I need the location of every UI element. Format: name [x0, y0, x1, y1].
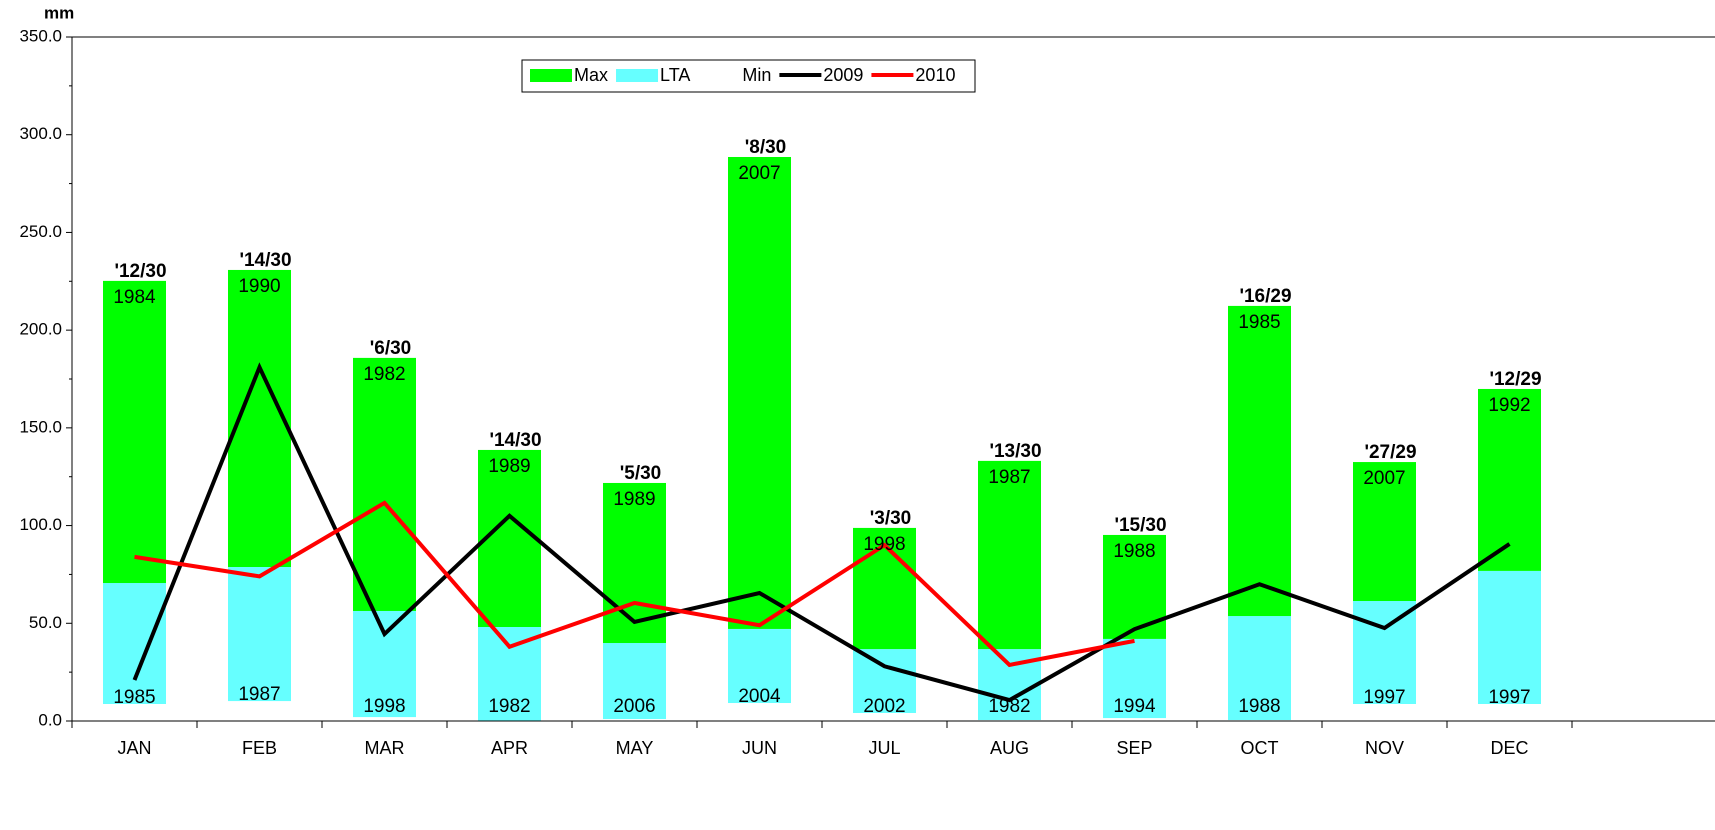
bar-lta [1228, 616, 1291, 721]
ratio-label: '3/30 [870, 508, 912, 529]
bar-lta [478, 626, 541, 721]
min-year-label: 1994 [1113, 696, 1156, 717]
bar-lta [353, 610, 416, 718]
bar-max [353, 357, 416, 611]
legend-label: 2010 [915, 65, 955, 85]
max-year-label: 1987 [988, 467, 1030, 488]
bar-max [478, 449, 541, 627]
legend-label: 2009 [823, 65, 863, 85]
min-year-label: 1988 [1238, 696, 1280, 717]
bar-max [103, 280, 166, 584]
bar-lta [1353, 601, 1416, 704]
y-tick-label: 0.0 [38, 710, 62, 729]
y-tick-label: 150.0 [19, 417, 62, 436]
ratio-label: '14/30 [239, 250, 291, 271]
min-year-label: 1997 [1488, 687, 1530, 708]
min-year-label: 1998 [363, 696, 405, 717]
max-year-label: 1984 [113, 287, 156, 308]
ratio-label: '12/30 [114, 261, 166, 282]
bar-min [603, 719, 666, 721]
max-year-label: 1985 [1238, 312, 1280, 333]
max-year-label: 1988 [1113, 541, 1155, 562]
ratio-label: '8/30 [745, 137, 787, 158]
bar-max [853, 527, 916, 650]
bar-max [978, 460, 1041, 650]
max-year-label: 1990 [238, 276, 280, 297]
bar-lta [728, 628, 791, 704]
bar-min [1103, 718, 1166, 721]
line-series [132, 362, 1511, 703]
legend-label: Max [574, 65, 608, 85]
bar-max [728, 156, 791, 629]
x-tick-label: SEP [1116, 738, 1152, 758]
bar-min [228, 701, 291, 721]
bar-min [103, 703, 166, 721]
y-tick-label: 50.0 [29, 613, 62, 632]
legend-label: LTA [660, 65, 690, 85]
y-tick-label: 300.0 [19, 124, 62, 143]
x-tick-label: NOV [1365, 738, 1404, 758]
bar-min [853, 712, 916, 721]
legend-swatch [616, 69, 659, 82]
min-year-label: 2006 [613, 696, 655, 717]
x-tick-label: OCT [1241, 738, 1279, 758]
x-tick-label: MAY [616, 738, 654, 758]
ratio-label: '12/29 [1489, 369, 1541, 390]
min-year-label: 1982 [488, 696, 530, 717]
ratio-label: '14/30 [489, 430, 541, 451]
bar-max [1228, 305, 1291, 617]
bar-lta [853, 649, 916, 713]
bar-max [1353, 462, 1416, 602]
min-year-label: 1982 [988, 696, 1030, 717]
x-tick-label: APR [491, 738, 528, 758]
x-tick-label: DEC [1490, 738, 1528, 758]
max-year-label: 1998 [863, 534, 905, 555]
bar-lta [103, 583, 166, 704]
min-year-label: 2004 [738, 686, 781, 707]
bar-max [1478, 388, 1541, 571]
bar-lta [1478, 570, 1541, 704]
max-year-label: 1982 [363, 364, 405, 385]
x-tick-label: JUL [868, 738, 900, 758]
min-year-label: 1987 [238, 684, 280, 705]
y-tick-label: 200.0 [19, 320, 62, 339]
x-tick-label: AUG [990, 738, 1029, 758]
ratio-label: '13/30 [989, 441, 1041, 462]
max-year-label: 2007 [738, 163, 780, 184]
bar-min [728, 703, 791, 721]
y-tick-label: 250.0 [19, 222, 62, 241]
legend-swatch [530, 69, 572, 82]
y-tick-label: 100.0 [19, 515, 62, 534]
max-year-label: 1989 [613, 489, 655, 510]
ratio-label: '16/29 [1239, 286, 1291, 307]
bar-lta [603, 643, 666, 720]
x-tick-label: JUN [742, 738, 777, 758]
bar-lta [228, 567, 291, 702]
min-year-label: 1997 [1363, 687, 1405, 708]
ratio-label: '6/30 [370, 338, 412, 359]
bar-min [353, 717, 416, 721]
ratio-label: '27/29 [1364, 442, 1416, 463]
bar-min [1353, 703, 1416, 721]
y-axis-label: mm [44, 3, 74, 22]
x-tick-label: JAN [117, 738, 151, 758]
legend-label: Min [742, 65, 771, 85]
max-year-label: 1989 [488, 456, 530, 477]
line-series [134, 500, 1135, 668]
ratio-label: '5/30 [620, 463, 662, 484]
bar-min [1478, 703, 1541, 721]
max-year-label: 2007 [1363, 468, 1405, 489]
min-year-label: 1985 [113, 687, 155, 708]
x-tick-label: FEB [242, 738, 277, 758]
ratio-label: '15/30 [1114, 515, 1166, 536]
x-tick-label: MAR [365, 738, 405, 758]
y-tick-label: 350.0 [19, 26, 62, 45]
max-year-label: 1992 [1488, 395, 1530, 416]
min-year-label: 2002 [863, 696, 905, 717]
bar-lta [1103, 638, 1166, 719]
